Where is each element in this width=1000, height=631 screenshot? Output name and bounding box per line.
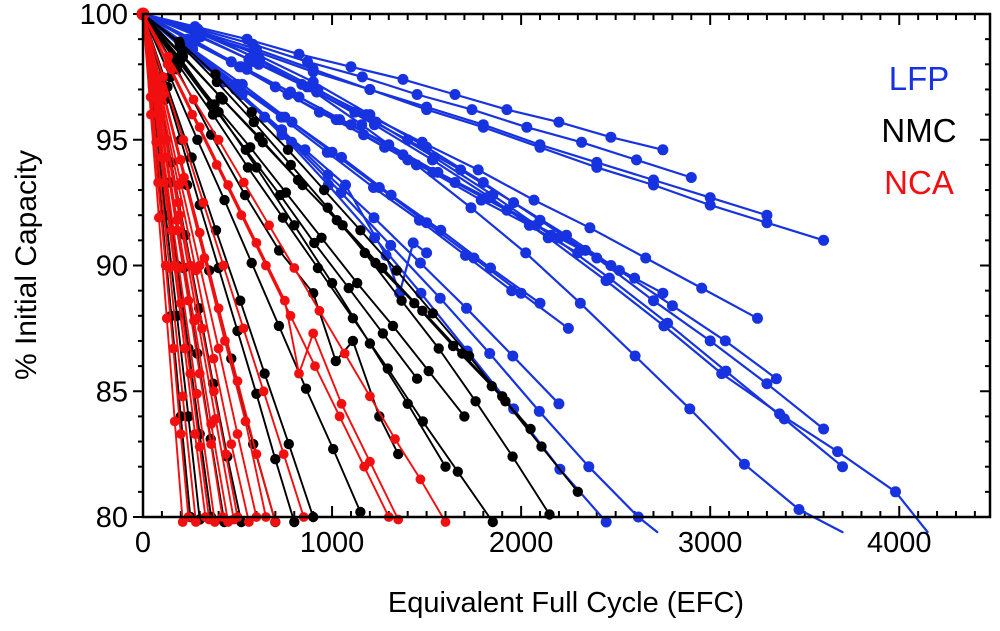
series-LFP-3 (141, 12, 773, 221)
legend-item-nca: NCA (884, 164, 954, 201)
x-tick-label: 0 (135, 527, 151, 559)
y-tick-label: 100 (80, 0, 128, 31)
x-tick-label: 4000 (867, 527, 932, 559)
y-tick-label: 85 (96, 376, 128, 408)
x-tick-label: 3000 (678, 527, 743, 559)
y-tick-label: 90 (96, 251, 128, 283)
series-NCA-18 (142, 13, 188, 527)
x-axis-title: Equivalent Full Cycle (EFC) (387, 587, 745, 619)
legend-item-lfp: LFP (888, 60, 950, 97)
y-tick-label: 95 (96, 125, 128, 157)
y-tick-label: 80 (96, 502, 128, 534)
series-LFP-11 (141, 12, 546, 309)
series-NMC-6 (142, 13, 423, 384)
series-NCA-14 (142, 13, 404, 525)
series-LFP-21 (141, 12, 763, 324)
series-NMC-16 (142, 13, 300, 528)
y-axis-title: % Initial Capacity (10, 149, 43, 381)
plot-frame (141, 12, 992, 519)
legend: LFP NMC NCA (844, 53, 994, 209)
x-tick-label: 2000 (489, 527, 554, 559)
tick-labels: 0 1000 2000 3000 4000 80 85 90 95 100 (80, 0, 932, 559)
series-NMC-14 (142, 13, 451, 472)
series-NCA-1 (142, 13, 451, 527)
x-tick-label: 1000 (300, 527, 365, 559)
series-NMC-7 (142, 13, 366, 518)
legend-item-nmc: NMC (881, 112, 957, 149)
series-LFP-8 (141, 12, 848, 473)
series-NCA-3 (142, 13, 309, 522)
